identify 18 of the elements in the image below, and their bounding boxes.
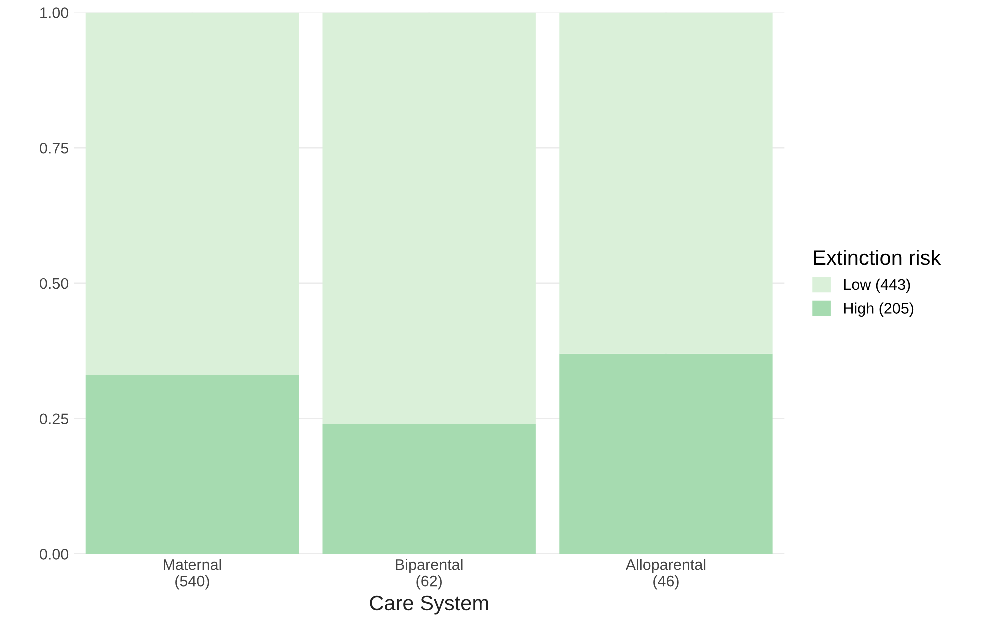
bar xyxy=(560,12,773,354)
y-tick-label: 0.00 xyxy=(40,549,69,560)
x-tick-label: Maternal (540) xyxy=(164,559,222,590)
bar xyxy=(86,12,300,376)
y-tick-label: 0.25 xyxy=(40,414,69,425)
legend-label: Low (443) xyxy=(844,278,910,294)
x-tick-label: Biparental (62) xyxy=(396,559,463,590)
bar xyxy=(560,354,773,554)
y-tick-label: 1.00 xyxy=(40,8,69,18)
y-tick-label: 0.50 xyxy=(40,278,69,290)
x-axis-title: Care System xyxy=(370,596,488,615)
x-tick-label: Alloparental (46) xyxy=(626,559,706,590)
bar xyxy=(86,376,300,554)
legend-label: High (205) xyxy=(844,302,914,317)
legend-title: Extinction risk xyxy=(814,250,942,266)
bar xyxy=(322,12,536,424)
bar xyxy=(322,424,536,554)
y-tick-label: 0.75 xyxy=(40,142,69,154)
